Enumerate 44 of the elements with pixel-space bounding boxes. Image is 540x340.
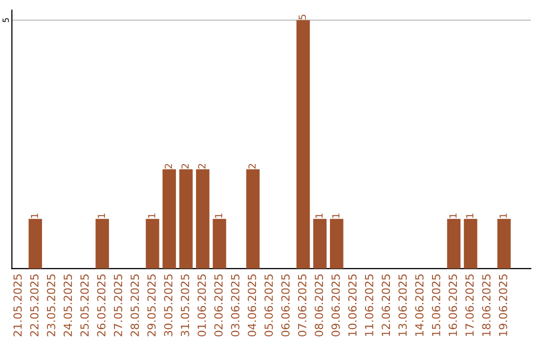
- x-tick-label: 05.06.2025: [264, 274, 273, 336]
- x-tick-label: 09.06.2025: [331, 274, 340, 336]
- data-label: 1: [215, 214, 222, 218]
- x-tick-label: 19.06.2025: [498, 274, 508, 336]
- data-label: 2: [248, 164, 256, 169]
- data-label: 1: [332, 214, 340, 218]
- x-tick-label: 17.06.2025: [465, 274, 474, 336]
- data-label: 1: [98, 214, 105, 218]
- x-tick-label: 21.05.2025: [13, 274, 22, 336]
- x-tick-label: 28.05.2025: [130, 274, 139, 336]
- x-tick-label: 08.06.2025: [314, 274, 324, 336]
- x-tick-label: 24.05.2025: [64, 274, 72, 336]
- x-tick-label: 25.05.2025: [80, 274, 89, 336]
- data-label: 2: [198, 164, 206, 169]
- x-tick-label: 23.05.2025: [46, 274, 56, 336]
- x-tick-label: 26.05.2025: [97, 274, 106, 336]
- data-label: 1: [30, 214, 38, 218]
- x-tick-label: 11.06.2025: [364, 274, 374, 336]
- data-label: 5: [298, 14, 306, 20]
- x-tick-label: 03.06.2025: [231, 274, 240, 336]
- x-tick-label: 27.05.2025: [114, 274, 122, 336]
- data-label: 2: [164, 164, 172, 169]
- x-tick-label: 18.06.2025: [482, 274, 491, 336]
- x-tick-label: 10.06.2025: [348, 274, 357, 336]
- x-tick-label: 31.05.2025: [180, 274, 190, 336]
- x-tick-label: 14.06.2025: [415, 274, 424, 336]
- x-tick-label: 22.05.2025: [30, 274, 39, 336]
- x-tick-label: 06.06.2025: [281, 274, 290, 336]
- x-tick-label: 13.06.2025: [398, 274, 407, 336]
- x-tick-label: 12.06.2025: [382, 274, 390, 336]
- data-label: 1: [315, 214, 323, 218]
- x-tick-label: 29.05.2025: [147, 274, 156, 336]
- x-tick-label: 16.06.2025: [448, 274, 458, 336]
- data-label: 2: [181, 164, 189, 169]
- x-tick-label: 07.06.2025: [298, 274, 306, 336]
- data-label: 1: [148, 214, 156, 218]
- data-label: 1: [449, 214, 456, 218]
- x-tick-label: 15.06.2025: [432, 274, 440, 336]
- data-label: 1: [500, 214, 507, 218]
- x-tick-label: 04.06.2025: [248, 274, 256, 336]
- x-tick-label: 30.05.2025: [164, 274, 172, 336]
- x-tick-label: 01.06.2025: [198, 274, 206, 336]
- data-label: 1: [466, 214, 474, 218]
- x-tick-label: 02.06.2025: [214, 274, 223, 336]
